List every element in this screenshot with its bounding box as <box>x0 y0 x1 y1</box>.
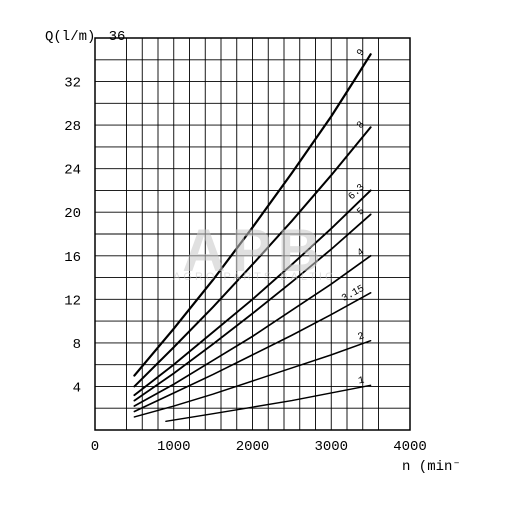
y-tick-label: 4 <box>73 380 81 396</box>
flow-chart: 0 1000 2000 3000 4000 n (min⁻ 4 8 12 16 20 24 28 32 36… <box>0 0 509 509</box>
y-tick-label: 28 <box>64 119 81 135</box>
x-tick-label: 3000 <box>314 439 348 455</box>
x-tick-label: 2000 <box>236 439 270 455</box>
x-tick-label: 1000 <box>157 439 191 455</box>
x-tick-label: 0 <box>91 439 99 455</box>
y-axis-label: Q(l/m) <box>45 29 95 45</box>
y-tick-label: 16 <box>64 250 81 266</box>
y-tick-label: 12 <box>64 293 81 309</box>
x-tick-label: 4000 <box>393 439 427 455</box>
y-tick-label: 24 <box>64 163 81 179</box>
y-top-tick: 36 <box>109 29 126 45</box>
y-tick-label: 20 <box>64 206 81 222</box>
y-tick-label: 8 <box>73 337 81 353</box>
chart-container: 0 1000 2000 3000 4000 n (min⁻ 4 8 12 16 20 24 28 32 36… <box>0 0 509 509</box>
grid <box>95 38 410 430</box>
y-tick-label: 32 <box>64 76 81 92</box>
x-axis-label: n (min⁻ <box>402 459 461 475</box>
